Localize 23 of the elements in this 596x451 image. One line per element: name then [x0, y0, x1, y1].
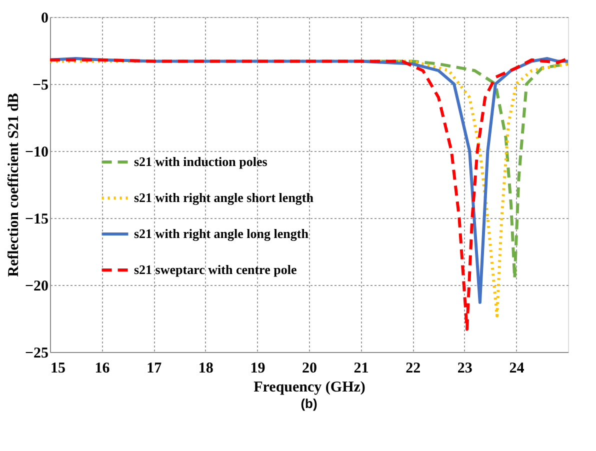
y-tick-label: 0 — [41, 10, 48, 26]
x-tick-label: 18 — [198, 360, 214, 376]
x-axis-title: Frequency (GHz) — [254, 380, 366, 396]
x-tick-label: 21 — [354, 360, 369, 376]
y-tick-label: −15 — [24, 212, 48, 228]
legend-label: s21 with right angle long length — [134, 226, 310, 241]
legend-label: s21 sweptarc with centre pole — [134, 262, 297, 277]
x-tick-label: 20 — [302, 360, 317, 376]
y-axis-title: Reflection coefficient S21 dB — [6, 93, 22, 277]
legend-label: s21 with induction poles — [134, 154, 268, 169]
x-tick-label: 15 — [50, 360, 66, 376]
text: (b) — [300, 396, 318, 411]
x-tick-label: 17 — [146, 360, 162, 376]
y-tick-label: −5 — [32, 78, 48, 94]
y-tick-label: −25 — [24, 346, 48, 362]
legend-label: s21 with right angle short length — [134, 190, 314, 205]
x-tick-label: 23 — [457, 360, 472, 376]
x-tick-label: 16 — [94, 360, 110, 376]
y-tick-label: −20 — [24, 278, 48, 294]
x-tick-label: 22 — [406, 360, 421, 376]
x-tick-label: 24 — [509, 360, 525, 376]
y-tick-label: −10 — [24, 144, 48, 160]
x-tick-label: 19 — [250, 360, 266, 376]
